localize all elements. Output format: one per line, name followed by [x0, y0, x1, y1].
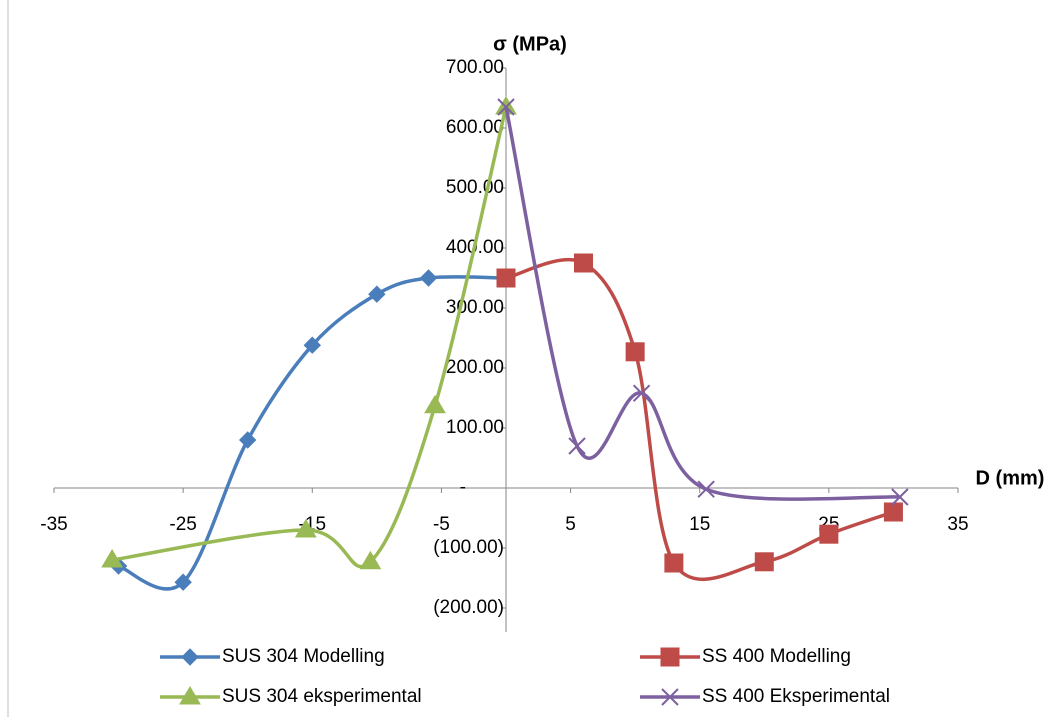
y-tick-label: (200.00) — [433, 597, 504, 618]
y-axis-title: σ (MPa) — [493, 33, 567, 55]
marker — [698, 481, 714, 497]
marker — [497, 269, 515, 287]
marker — [820, 525, 838, 543]
x-tick-label: 15 — [689, 514, 710, 535]
series-line — [112, 107, 506, 567]
marker — [884, 503, 902, 521]
chart-border — [8, 0, 1060, 717]
x-tick-label: 5 — [565, 514, 576, 535]
legend-label: SUS 304 Modelling — [222, 646, 385, 667]
marker — [661, 648, 679, 666]
y-tick-label: 100.00 — [446, 417, 504, 438]
marker — [369, 286, 385, 302]
y-tick-label: 200.00 — [446, 357, 504, 378]
y-tick-label: 600.00 — [446, 117, 504, 138]
y-tick-label: (100.00) — [433, 537, 504, 558]
y-tick-label: 700.00 — [446, 57, 504, 78]
series-line — [506, 107, 900, 499]
x-tick-label: -25 — [169, 514, 196, 535]
y-tick-label: - — [460, 477, 466, 498]
y-tick-label: 500.00 — [446, 177, 504, 198]
legend-label: SS 400 Modelling — [702, 646, 851, 667]
marker — [665, 554, 683, 572]
marker — [574, 254, 592, 272]
marker — [569, 438, 585, 454]
chart: σ (MPa) D (mm) -35-25-15-55152535(200.00… — [0, 0, 1060, 717]
x-axis-title: D (mm) — [976, 467, 1045, 489]
x-tick-label: -5 — [433, 514, 450, 535]
legend-label: SUS 304 eksperimental — [222, 686, 422, 707]
marker — [421, 270, 437, 286]
marker — [425, 396, 445, 413]
marker — [626, 343, 644, 361]
legend-label: SS 400 Eksperimental — [702, 686, 890, 707]
marker — [182, 649, 198, 665]
marker — [755, 553, 773, 571]
y-tick-label: 300.00 — [446, 297, 504, 318]
marker — [240, 432, 256, 448]
x-tick-label: -35 — [40, 514, 67, 535]
x-tick-label: 35 — [947, 514, 968, 535]
